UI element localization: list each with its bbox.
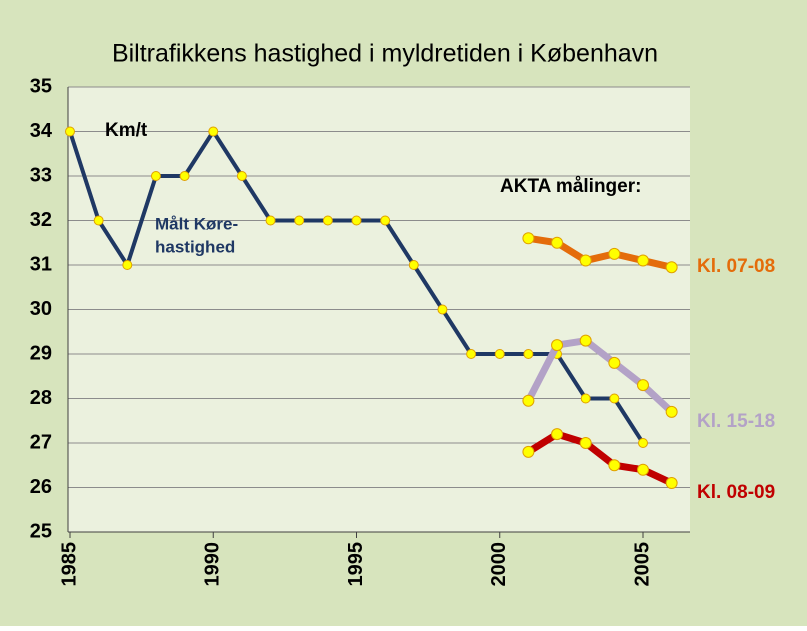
series-label: Kl. 08-09 — [697, 482, 775, 503]
marker — [580, 393, 591, 404]
marker — [551, 428, 564, 441]
marker — [608, 356, 621, 369]
marker — [665, 477, 678, 490]
marker — [609, 393, 620, 404]
x-tick-label: 2000 — [488, 542, 510, 587]
annotation: Målt Køre- — [155, 214, 238, 233]
marker — [494, 349, 505, 359]
marker — [351, 215, 362, 226]
marker — [551, 339, 564, 352]
marker — [380, 215, 391, 226]
y-tick-label: 27 — [30, 431, 52, 453]
marker — [208, 126, 219, 137]
marker — [265, 215, 276, 226]
marker — [322, 215, 333, 226]
marker — [150, 171, 161, 181]
marker — [294, 215, 305, 226]
marker — [579, 254, 592, 267]
y-tick-label: 32 — [30, 209, 52, 231]
annotation: Km/t — [105, 120, 148, 141]
y-tick-label: 31 — [30, 253, 52, 275]
marker — [665, 405, 678, 418]
series-label: Kl. 15-18 — [697, 411, 775, 432]
marker — [637, 254, 649, 267]
marker — [179, 171, 190, 181]
plot: 25 26 27 28 29 30 31 32 33 34 35 1985 1990 1995 2000 20… — [30, 75, 775, 586]
marker — [522, 232, 535, 245]
marker — [466, 349, 477, 359]
x-tick-label: 1990 — [202, 542, 224, 587]
marker — [65, 126, 75, 137]
annotation: AKTA målinger: — [500, 176, 641, 197]
marker — [522, 445, 535, 458]
marker — [608, 459, 621, 472]
marker — [638, 438, 648, 448]
marker — [637, 379, 649, 392]
marker — [122, 260, 133, 270]
series-line — [525, 337, 675, 415]
x-tick-label: 1995 — [345, 542, 367, 587]
marker — [608, 247, 621, 260]
x-tick-label: 2005 — [631, 542, 653, 587]
marker — [637, 463, 649, 476]
y-tick-label: 26 — [30, 476, 52, 498]
series-label: Kl. 07-08 — [697, 256, 775, 277]
y-tick-label: 30 — [30, 298, 52, 320]
y-tick-label: 28 — [30, 387, 52, 409]
y-tick-label: 25 — [30, 520, 52, 542]
marker — [665, 261, 678, 274]
marker — [579, 334, 592, 347]
marker — [523, 349, 534, 359]
chart-title: Biltrafikkens hastighed i myldretiden i … — [112, 40, 658, 68]
marker — [408, 260, 419, 270]
annotation: hastighed — [155, 237, 235, 256]
marker — [522, 394, 535, 407]
y-tick-label: 35 — [30, 75, 52, 97]
marker — [551, 236, 564, 249]
y-tick-label: 34 — [30, 120, 53, 142]
y-tick-label: 33 — [30, 164, 52, 186]
marker — [579, 437, 592, 449]
marker — [437, 304, 448, 315]
marker — [93, 215, 104, 226]
marker — [236, 171, 247, 181]
y-tick-label: 29 — [30, 342, 52, 364]
x-tick-label: 1985 — [58, 542, 80, 587]
